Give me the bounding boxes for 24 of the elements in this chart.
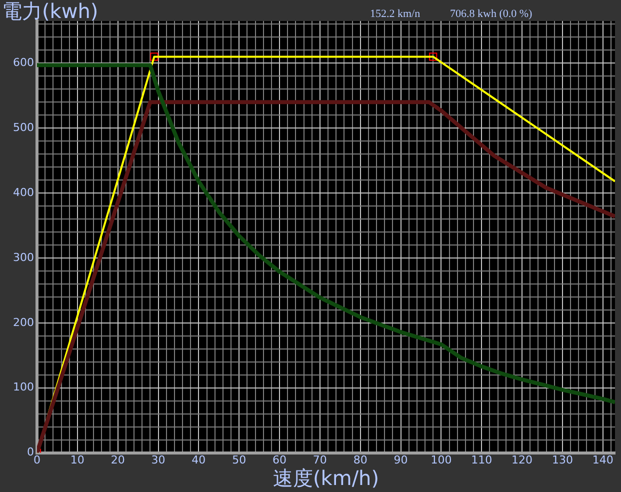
x-tick-label: 90 [394,453,408,466]
x-tick-label: 100 [430,453,452,466]
y-axis-title: 電力(kwh) [2,0,98,23]
y-tick-label: 400 [13,186,34,199]
x-tick-label: 50 [232,453,246,466]
x-tick-label: 40 [192,453,206,466]
x-tick-label: 70 [312,453,327,466]
x-tick-label: 120 [512,453,533,466]
x-tick-label: 110 [471,453,492,466]
x-tick-label: 140 [592,453,614,466]
y-tick-label: 300 [13,250,34,264]
x-tick-label: 30 [151,453,166,466]
text: 706.8 kwh (0.0 %) [450,8,533,20]
x-axis-title: 速度(km/h) [272,466,380,490]
x-tick-label: 130 [552,453,573,466]
x-tick-label: 60 [272,453,287,466]
y-tick-label: 200 [13,316,34,329]
text: 152.2 km/n [370,8,421,20]
y-tick-label: 500 [13,121,34,134]
y-tick-label: 100 [13,380,34,394]
y-tick-label: 600 [13,56,34,70]
x-tick-label: 10 [70,453,84,466]
x-tick-label: 20 [110,453,125,466]
x-tick-label: 80 [353,453,368,466]
